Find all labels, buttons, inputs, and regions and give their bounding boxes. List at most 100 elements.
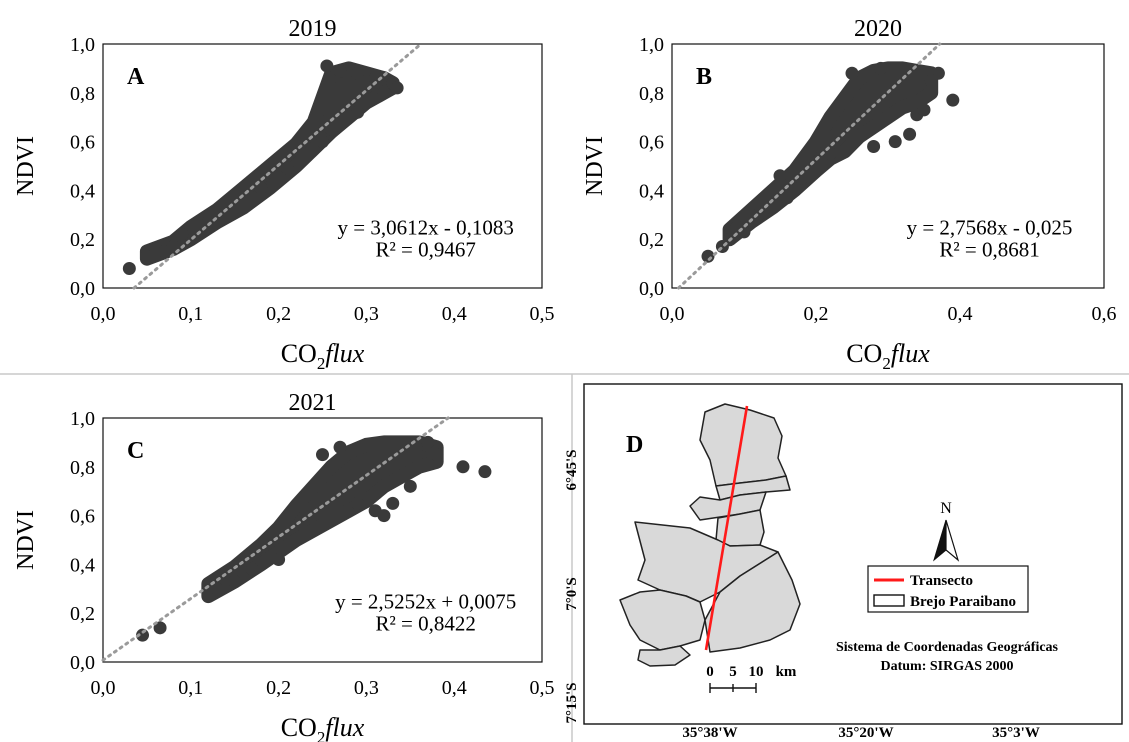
x-tick-label: 0,4	[442, 303, 467, 325]
data-point	[175, 227, 189, 241]
data-point	[701, 249, 715, 263]
data-point	[421, 435, 435, 449]
data-point	[316, 135, 329, 149]
data-point	[773, 169, 787, 183]
scale-bar: 0 5 10 km	[706, 664, 797, 693]
panel-letter: C	[127, 438, 144, 464]
x-tick-label: 0,4	[948, 303, 973, 325]
y-tick-label: 1,0	[639, 34, 664, 56]
y-tick-label: 0,8	[70, 457, 95, 479]
data-point	[324, 122, 338, 136]
data-point	[867, 139, 881, 153]
north-arrow-icon: N	[933, 500, 960, 562]
y-tick-label: 0,8	[639, 83, 664, 105]
data-point	[351, 105, 365, 119]
data-point	[228, 574, 242, 588]
y-tick-label: 0,2	[70, 603, 95, 625]
data-point	[780, 191, 794, 205]
y-tick-label: 0,4	[70, 554, 95, 576]
y-tick-label: 0,0	[639, 278, 664, 300]
x-tick-label: 0,6	[1092, 303, 1117, 325]
y-tick-label: 0,6	[70, 132, 95, 154]
y-tick-label: 0,0	[70, 652, 95, 674]
legend-region-label: Brejo Paraibano	[910, 594, 1016, 610]
trend-line	[132, 42, 423, 290]
data-point	[166, 240, 180, 254]
chart-title: 2021	[289, 390, 337, 416]
data-point	[874, 61, 888, 75]
chart-title: 2019	[289, 16, 337, 42]
scale-tick-10: 10	[749, 664, 764, 680]
x-tick-label: 0,3	[354, 677, 379, 699]
x-axis-label: CO2flux	[281, 339, 365, 373]
data-point	[245, 562, 259, 576]
regression-equation: y = 3,0612x - 0,1083	[337, 215, 513, 239]
y-axis-label: NDVI	[582, 136, 608, 196]
y-axis-label: NDVI	[13, 510, 39, 570]
lat-label-1: 6°45'S	[564, 449, 580, 490]
x-tick-label: 0,5	[530, 303, 555, 325]
x-axis-label: CO2flux	[281, 713, 365, 742]
data-point	[456, 460, 470, 474]
scatter-chart-2021: 0,0 0,2 0,4 0,6 0,8 1,0 0,0 0,1 0,2 0,3 0,4 0,5 2021…	[13, 390, 555, 742]
data-point	[140, 249, 154, 263]
panel-letter: A	[127, 64, 145, 90]
data-point	[903, 127, 917, 141]
crs-line-1: Sistema de Coordenadas Geográficas	[836, 640, 1059, 655]
data-point	[946, 93, 960, 107]
data-point	[333, 440, 347, 454]
data-point	[377, 86, 391, 100]
r-squared: R² = 0,8422	[375, 611, 475, 635]
plot-area	[102, 43, 543, 289]
panel-letter: D	[626, 432, 643, 458]
x-tick-label: 0,4	[442, 677, 467, 699]
y-tick-label: 0,2	[639, 229, 664, 251]
data-point	[368, 71, 382, 85]
trend-line	[101, 416, 450, 662]
y-tick-label: 0,4	[639, 180, 664, 202]
data-point	[888, 135, 902, 149]
y-tick-label: 0,0	[70, 278, 95, 300]
x-tick-label: 0,0	[660, 303, 685, 325]
x-tick-label: 0,3	[354, 303, 379, 325]
x-tick-label: 0,1	[178, 303, 203, 325]
scale-tick-0: 0	[706, 664, 714, 680]
data-point	[377, 509, 391, 523]
data-point	[795, 171, 809, 185]
data-point	[320, 59, 334, 73]
x-tick-label: 0,2	[266, 303, 291, 325]
data-point	[201, 215, 215, 229]
lon-label-3: 35°3'W	[992, 725, 1040, 741]
plot-area	[671, 43, 1105, 289]
x-tick-label: 0,1	[178, 677, 203, 699]
data-point	[390, 81, 404, 95]
y-tick-label: 0,6	[70, 506, 95, 528]
data-point	[430, 448, 444, 462]
data-point	[403, 479, 417, 493]
data-point	[386, 496, 400, 510]
data-point	[924, 74, 938, 88]
lon-label-1: 35°38'W	[682, 725, 737, 741]
data-point	[333, 64, 347, 78]
x-tick-label: 0,0	[91, 303, 116, 325]
scatter-chart-2019: 0,0 0,2 0,4 0,6 0,8 1,0 0,0 0,1 0,2 0,3 0,4 0,5 2019…	[13, 16, 555, 373]
data-point	[316, 448, 329, 462]
regression-equation: y = 2,7568x - 0,025	[907, 215, 1073, 239]
y-tick-label: 0,2	[70, 229, 95, 251]
data-point	[272, 553, 286, 567]
brejo-paraibano-region	[619, 403, 801, 667]
north-label: N	[940, 500, 952, 517]
map-panel: D 6°45'S 7°0'S 7°15'S 35°38'W 35°20'W 35…	[564, 383, 1123, 741]
data-point	[210, 582, 224, 596]
municipality-southwest	[619, 589, 706, 651]
data-point	[351, 66, 365, 80]
map-legend: Transecto Brejo Paraibano	[867, 565, 1029, 613]
legend-transect-label: Transecto	[910, 573, 973, 589]
data-point	[845, 66, 859, 80]
y-tick-label: 1,0	[70, 34, 95, 56]
y-tick-label: 1,0	[70, 408, 95, 430]
municipality-south-small	[637, 645, 691, 667]
data-point	[201, 589, 215, 603]
data-point	[280, 161, 294, 175]
